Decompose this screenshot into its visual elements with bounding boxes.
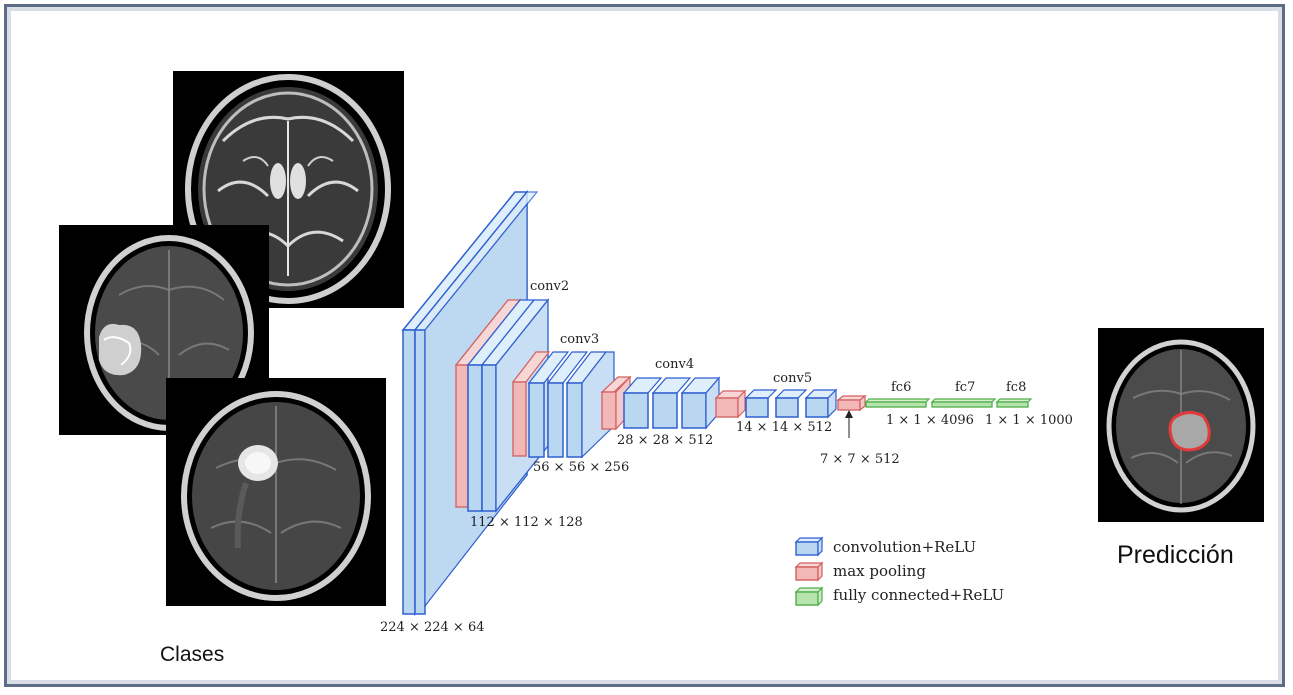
label-conv4: conv4 — [655, 357, 694, 372]
fc-blocks — [864, 398, 1033, 408]
conv4-block — [600, 375, 721, 431]
dim-28: 28 × 28 × 512 — [617, 433, 713, 448]
conv3-block — [511, 351, 615, 459]
label-conv2: conv2 — [530, 279, 569, 294]
dim-56: 56 × 56 × 256 — [533, 460, 629, 475]
pool5-arrowhead — [845, 410, 853, 418]
label-fc8: fc8 — [1006, 380, 1026, 395]
pool5-block — [836, 394, 867, 412]
label-conv5: conv5 — [773, 371, 812, 386]
dim-112: 112 × 112 × 128 — [470, 515, 583, 530]
mri-scan-tumor-top — [166, 378, 386, 606]
conv5-block — [714, 388, 838, 419]
legend-fc-swatch — [794, 586, 824, 607]
label-fc6: fc6 — [891, 380, 911, 395]
dim-1000: 1 × 1 × 1000 — [985, 413, 1073, 428]
input-classes-label: Clases — [160, 643, 225, 666]
dim-4096: 1 × 1 × 4096 — [886, 413, 974, 428]
dim-224: 224 × 224 × 64 — [380, 620, 484, 635]
legend-conv-swatch — [794, 536, 824, 557]
legend-pool-label: max pooling — [833, 562, 926, 580]
label-conv3: conv3 — [560, 332, 599, 347]
mri-scan-prediction — [1098, 328, 1264, 522]
prediction-label: Predicción — [1117, 541, 1234, 569]
legend-pool-swatch — [794, 561, 824, 582]
legend-fc-label: fully connected+ReLU — [833, 586, 1004, 604]
label-fc7: fc7 — [955, 380, 975, 395]
legend: convolution+ReLU max pooling fully conne… — [794, 536, 1004, 607]
legend-conv-label: convolution+ReLU — [833, 538, 976, 556]
dim-7: 7 × 7 × 512 — [820, 452, 900, 467]
dim-14: 14 × 14 × 512 — [736, 420, 832, 435]
